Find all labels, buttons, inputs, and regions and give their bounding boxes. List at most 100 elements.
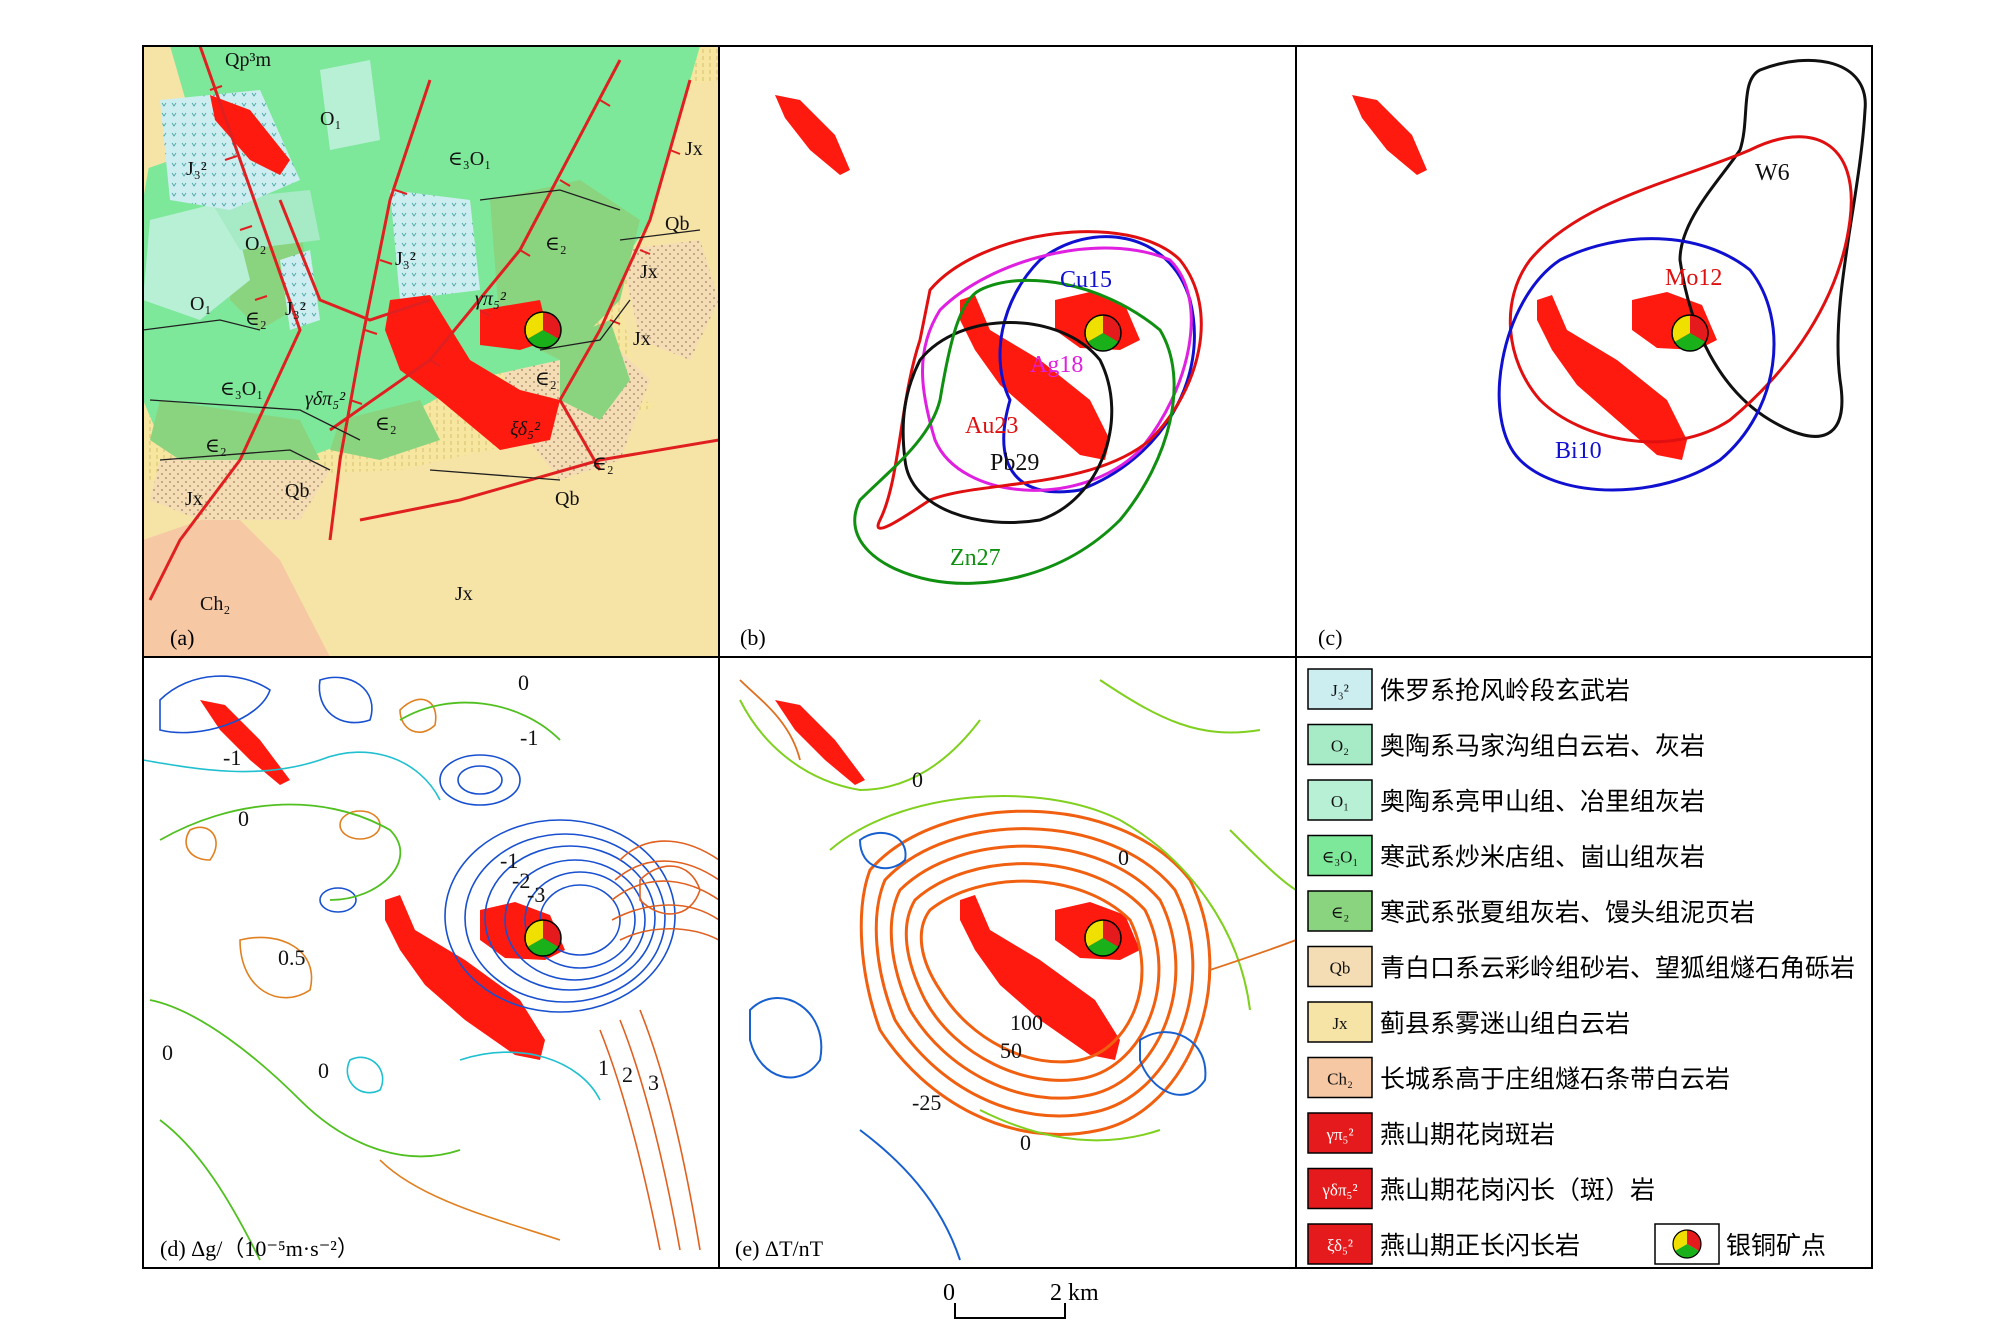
- scale-start: 0: [943, 1280, 955, 1306]
- panel-a-geological-map: Qp³m O₁ J₃² ∈₃O₁ O₂ J₃² ∈₂ Jx Qb Jx O₁ ∈…: [143, 46, 719, 657]
- legend-symbol: Qb: [1330, 959, 1351, 978]
- d-label-neg1-left: -1: [223, 745, 241, 770]
- panel-e-magnetic-map: 0 0 100 50 -25 0: [739, 679, 1296, 1261]
- d-label-0-far: 0: [162, 1040, 173, 1065]
- legend-row: ξδ₅² 燕山期正长闪长岩: [1307, 1223, 1580, 1265]
- unit-o1-top: O₁: [320, 108, 341, 130]
- unit-jx-bottom: Jx: [455, 583, 473, 605]
- unit-xi-delta: ξδ₅²: [510, 418, 541, 440]
- panel-b-label: (b): [740, 625, 766, 650]
- unit-jx-small: Jx: [633, 328, 651, 350]
- panel-e-label: (e) ΔT/nT: [735, 1236, 824, 1261]
- legend-symbol: ∈₂: [1331, 903, 1350, 922]
- d-label-0-left: 0: [238, 806, 249, 831]
- legend-label: 长城系高于庄组燧石条带白云岩: [1380, 1065, 1730, 1094]
- label-mo: Mo12: [1665, 265, 1722, 291]
- deposit-symbol-e: [1084, 919, 1122, 957]
- scale-end: 2 km: [1050, 1280, 1099, 1306]
- legend-swatch: [1307, 834, 1373, 877]
- unit-e2-lower-right: ∈₂: [592, 453, 614, 475]
- legend-swatch: [1307, 723, 1373, 766]
- legend-row: ∈₂ 寒武系张夏组灰岩、馒头组泥页岩: [1307, 890, 1755, 932]
- legend-row: Qb 青白口系云彩岭组砂岩、望狐组燧石角砾岩: [1307, 945, 1855, 988]
- legend-symbol: O₁: [1331, 792, 1349, 811]
- unit-j32-mid: J₃²: [395, 248, 416, 270]
- legend-label: 燕山期花岗斑岩: [1380, 1120, 1555, 1149]
- e-label-neg25: -25: [912, 1090, 941, 1115]
- legend-row: Ch₂ 长城系高于庄组燧石条带白云岩: [1307, 1056, 1730, 1099]
- legend-label: 侏罗系抢风岭段玄武岩: [1380, 676, 1630, 705]
- legend-row: γδπ₅² 燕山期花岗闪长（斑）岩: [1307, 1167, 1655, 1210]
- legend-symbol: Ch₂: [1327, 1070, 1353, 1089]
- unit-jx-mid: Jx: [640, 261, 658, 283]
- legend-deposit: 银铜矿点: [1654, 1223, 1826, 1265]
- e-label-50: 50: [1000, 1038, 1022, 1063]
- panel-d-label: (d) Δg/（10⁻⁵m·s⁻²）: [160, 1236, 359, 1261]
- legend-label: 青白口系云彩岭组砂岩、望狐组燧石角砾岩: [1380, 954, 1855, 983]
- d-label-3: 3: [648, 1070, 659, 1095]
- label-cu: Cu15: [1060, 267, 1112, 293]
- d-label-neg1-center: -1: [500, 848, 518, 873]
- legend-swatch: [1307, 779, 1373, 821]
- legend-symbol: Jx: [1332, 1014, 1348, 1033]
- unit-gamma-pi: γπ₅²: [475, 288, 507, 310]
- mo-contour: [1508, 135, 1853, 444]
- deposit-symbol-a: [524, 311, 562, 349]
- unit-qb-top: Qb: [665, 213, 689, 235]
- legend-swatch: [1307, 1112, 1373, 1154]
- unit-e2-far: ∈₂: [535, 368, 557, 390]
- unit-e2-low: ∈₂: [205, 435, 227, 457]
- legend-deposit-label: 银铜矿点: [1726, 1231, 1826, 1260]
- unit-e3o1-top: ∈₃O₁: [448, 148, 491, 170]
- scale-bar: 0 2 km: [943, 1280, 1099, 1319]
- legend-deposit-icon: [1672, 1229, 1702, 1259]
- unit-j32-small: J₃²: [285, 298, 306, 320]
- legend-swatch: [1307, 1167, 1373, 1210]
- unit-e2-mid: ∈₂: [245, 308, 267, 330]
- label-zn: Zn27: [950, 545, 1001, 571]
- panel-b-geochemistry: Cu15 Ag18 Au23 Pb29 Zn27: [775, 95, 1203, 585]
- legend-label: 奥陶系亮甲山组、冶里组灰岩: [1380, 787, 1705, 816]
- deposit-symbol-b: [1084, 314, 1122, 352]
- legend-label: 燕山期花岗闪长（斑）岩: [1380, 1176, 1655, 1205]
- d-label-neg1-right: -1: [520, 725, 538, 750]
- unit-jx-top: Jx: [685, 138, 703, 160]
- panel-a-label: (a): [170, 625, 194, 650]
- legend-swatch: [1307, 1001, 1373, 1043]
- d-label-05: 0.5: [278, 945, 306, 970]
- legend-swatch: [1307, 1056, 1373, 1099]
- legend-label: 蓟县系雾迷山组白云岩: [1380, 1009, 1630, 1038]
- unit-e2-center: ∈₂: [375, 413, 397, 435]
- legend-symbol: J₃²: [1331, 681, 1349, 700]
- legend-swatch: [1307, 945, 1373, 988]
- legend-symbol: ξδ₅²: [1327, 1236, 1353, 1255]
- label-au: Au23: [965, 413, 1018, 439]
- legend-swatch: [1307, 668, 1373, 710]
- panel-frames: [142, 45, 1873, 1269]
- unit-ch2: Ch₂: [200, 593, 230, 615]
- e-label-0-top: 0: [912, 767, 923, 792]
- legend-symbol: γπ₅²: [1325, 1125, 1353, 1144]
- legend-label: 寒武系张夏组灰岩、馒头组泥页岩: [1380, 898, 1755, 927]
- legend-row: γπ₅² 燕山期花岗斑岩: [1307, 1112, 1555, 1154]
- unit-e2-right: ∈₂: [545, 233, 567, 255]
- unit-o2: O₂: [245, 233, 266, 255]
- pb-contour: [901, 321, 1114, 524]
- zn-contour: [853, 278, 1176, 585]
- unit-j32-left: J₃²: [186, 158, 207, 180]
- d-label-0-top: 0: [518, 670, 529, 695]
- cu-contour: [998, 235, 1196, 494]
- legend-swatch: [1307, 890, 1373, 932]
- legend-symbol: O₂: [1331, 737, 1349, 756]
- deposit-symbol-d: [524, 919, 562, 957]
- unit-qb-left: Qb: [285, 480, 309, 502]
- unit-o1-left: O₁: [190, 293, 211, 315]
- legend-label: 奥陶系马家沟组白云岩、灰岩: [1380, 732, 1705, 761]
- legend-row: Jx 蓟县系雾迷山组白云岩: [1307, 1001, 1630, 1043]
- label-bi: Bi10: [1555, 438, 1602, 464]
- legend-symbol: ∈₃O₁: [1322, 848, 1359, 867]
- unit-e3o1-left: ∈₃O₁: [220, 378, 263, 400]
- label-pb: Pb29: [990, 450, 1039, 476]
- unit-qp3m: Qp³m: [225, 49, 271, 71]
- deposit-symbol-c: [1671, 314, 1709, 352]
